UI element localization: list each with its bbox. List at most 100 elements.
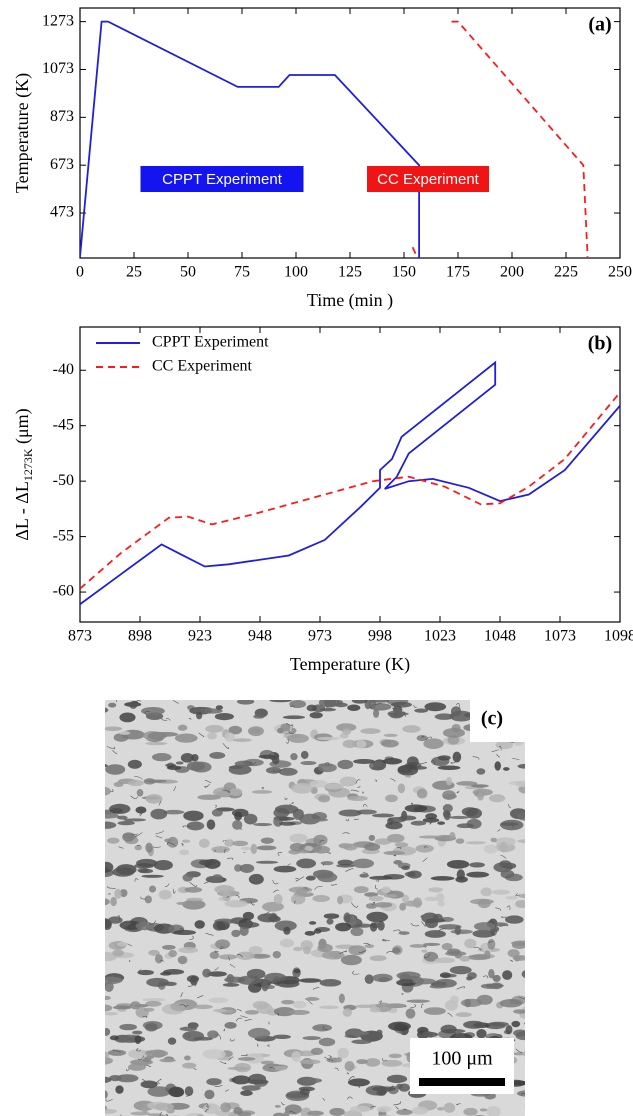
grain — [503, 733, 515, 741]
grain — [154, 954, 163, 964]
grain — [337, 1047, 349, 1059]
grain-boundary — [423, 953, 431, 959]
grain-boundary — [136, 1047, 142, 1052]
grain — [336, 723, 357, 732]
grain-boundary — [255, 978, 258, 981]
grain — [337, 759, 354, 770]
y-tick-label: 1273 — [42, 12, 74, 29]
grain-boundary — [473, 947, 482, 951]
grain-boundary — [410, 923, 420, 927]
grain — [413, 897, 423, 908]
grain — [472, 788, 493, 796]
grain — [177, 955, 188, 965]
grain-boundary — [144, 1064, 152, 1068]
x-tick-label: 225 — [554, 264, 578, 281]
grain-boundary — [369, 705, 372, 710]
grain — [364, 974, 374, 984]
grain — [343, 912, 351, 923]
grain — [372, 1086, 396, 1092]
grain — [292, 946, 303, 952]
grain-boundary — [347, 1096, 353, 1100]
grain — [387, 833, 405, 843]
grain — [128, 1063, 146, 1071]
grain — [302, 1036, 321, 1041]
grain — [119, 1023, 137, 1031]
grain — [212, 921, 226, 931]
grain-boundary — [272, 879, 279, 885]
grain — [479, 1108, 488, 1112]
grain-boundary — [420, 914, 423, 918]
grain-boundary — [410, 802, 414, 806]
grain — [205, 724, 224, 733]
grain — [105, 764, 126, 775]
grain — [105, 1004, 113, 1012]
grain — [289, 833, 308, 843]
grain — [510, 1080, 525, 1086]
grain — [241, 1085, 261, 1091]
grain — [239, 925, 249, 937]
grain — [402, 725, 421, 733]
grain-boundary — [117, 915, 120, 921]
plot-area — [80, 360, 620, 606]
grain — [511, 1020, 521, 1028]
grain — [206, 1078, 222, 1086]
grain — [410, 820, 427, 826]
grain — [105, 1076, 112, 1084]
grain — [355, 739, 367, 749]
grain — [344, 1060, 355, 1072]
grain — [318, 763, 334, 767]
grain-boundary — [353, 818, 359, 820]
grain-boundary — [345, 818, 349, 822]
y-tick-label: 473 — [50, 204, 74, 221]
grain — [324, 783, 344, 790]
grain — [347, 1078, 370, 1087]
grain-boundary — [313, 987, 320, 990]
grain — [197, 794, 222, 801]
plot-frame — [79, 7, 621, 259]
grain — [484, 1092, 496, 1100]
grain — [505, 1024, 513, 1035]
grain — [366, 911, 389, 923]
grain-boundary — [214, 966, 219, 971]
y-tick-label: -60 — [53, 583, 74, 600]
grain-boundary — [518, 996, 525, 1001]
grain-boundary — [161, 718, 168, 721]
grain — [472, 929, 496, 938]
grain — [309, 712, 323, 719]
grain-boundary — [108, 700, 118, 703]
y-tick-label: -45 — [53, 416, 74, 433]
grain — [356, 1059, 368, 1065]
grain — [272, 950, 281, 959]
grain — [252, 1000, 269, 1010]
grain-boundary — [199, 707, 205, 713]
grain — [179, 849, 190, 856]
grain — [465, 841, 486, 845]
grain-boundary — [189, 935, 194, 940]
grain-boundary — [307, 1000, 313, 1005]
grain-boundary — [393, 929, 401, 933]
grain-boundary — [261, 787, 265, 790]
grain — [447, 735, 460, 745]
grain — [517, 763, 525, 769]
grain-boundary — [219, 1061, 227, 1064]
grain — [422, 817, 440, 823]
grain — [279, 938, 295, 948]
grain — [406, 756, 419, 768]
grain — [480, 887, 492, 897]
grain — [381, 1059, 403, 1067]
grain-boundary — [309, 711, 315, 715]
grain — [300, 750, 309, 759]
grain — [483, 950, 491, 959]
grain — [253, 822, 273, 827]
grain — [182, 1062, 197, 1069]
grain-boundary — [403, 1108, 408, 1111]
x-tick-label: 1073 — [544, 628, 576, 645]
grain-boundary — [142, 1015, 148, 1019]
grain — [423, 1007, 446, 1015]
grain-boundary — [350, 789, 359, 792]
grain — [317, 943, 333, 953]
plot-frame — [79, 326, 621, 623]
grain-boundary — [130, 795, 138, 799]
grain — [207, 1030, 219, 1039]
grain — [236, 951, 255, 960]
